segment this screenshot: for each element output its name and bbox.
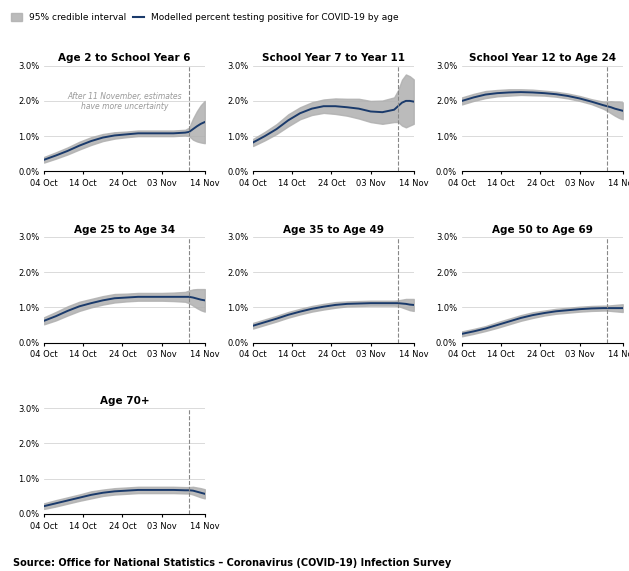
Legend: 95% credible interval, Modelled percent testing positive for COVID-19 by age: 95% credible interval, Modelled percent … (11, 13, 399, 22)
Title: School Year 7 to Year 11: School Year 7 to Year 11 (262, 54, 405, 63)
Title: Age 70+: Age 70+ (99, 396, 149, 406)
Title: Age 50 to Age 69: Age 50 to Age 69 (492, 225, 593, 235)
Title: Age 25 to Age 34: Age 25 to Age 34 (74, 225, 175, 235)
Title: School Year 12 to Age 24: School Year 12 to Age 24 (469, 54, 616, 63)
Title: Age 2 to School Year 6: Age 2 to School Year 6 (58, 54, 191, 63)
Title: Age 35 to Age 49: Age 35 to Age 49 (283, 225, 384, 235)
Text: After 11 November, estimates
have more uncertainty: After 11 November, estimates have more u… (67, 92, 182, 111)
Text: Source: Office for National Statistics – Coronavirus (COVID-19) Infection Survey: Source: Office for National Statistics –… (13, 558, 451, 568)
